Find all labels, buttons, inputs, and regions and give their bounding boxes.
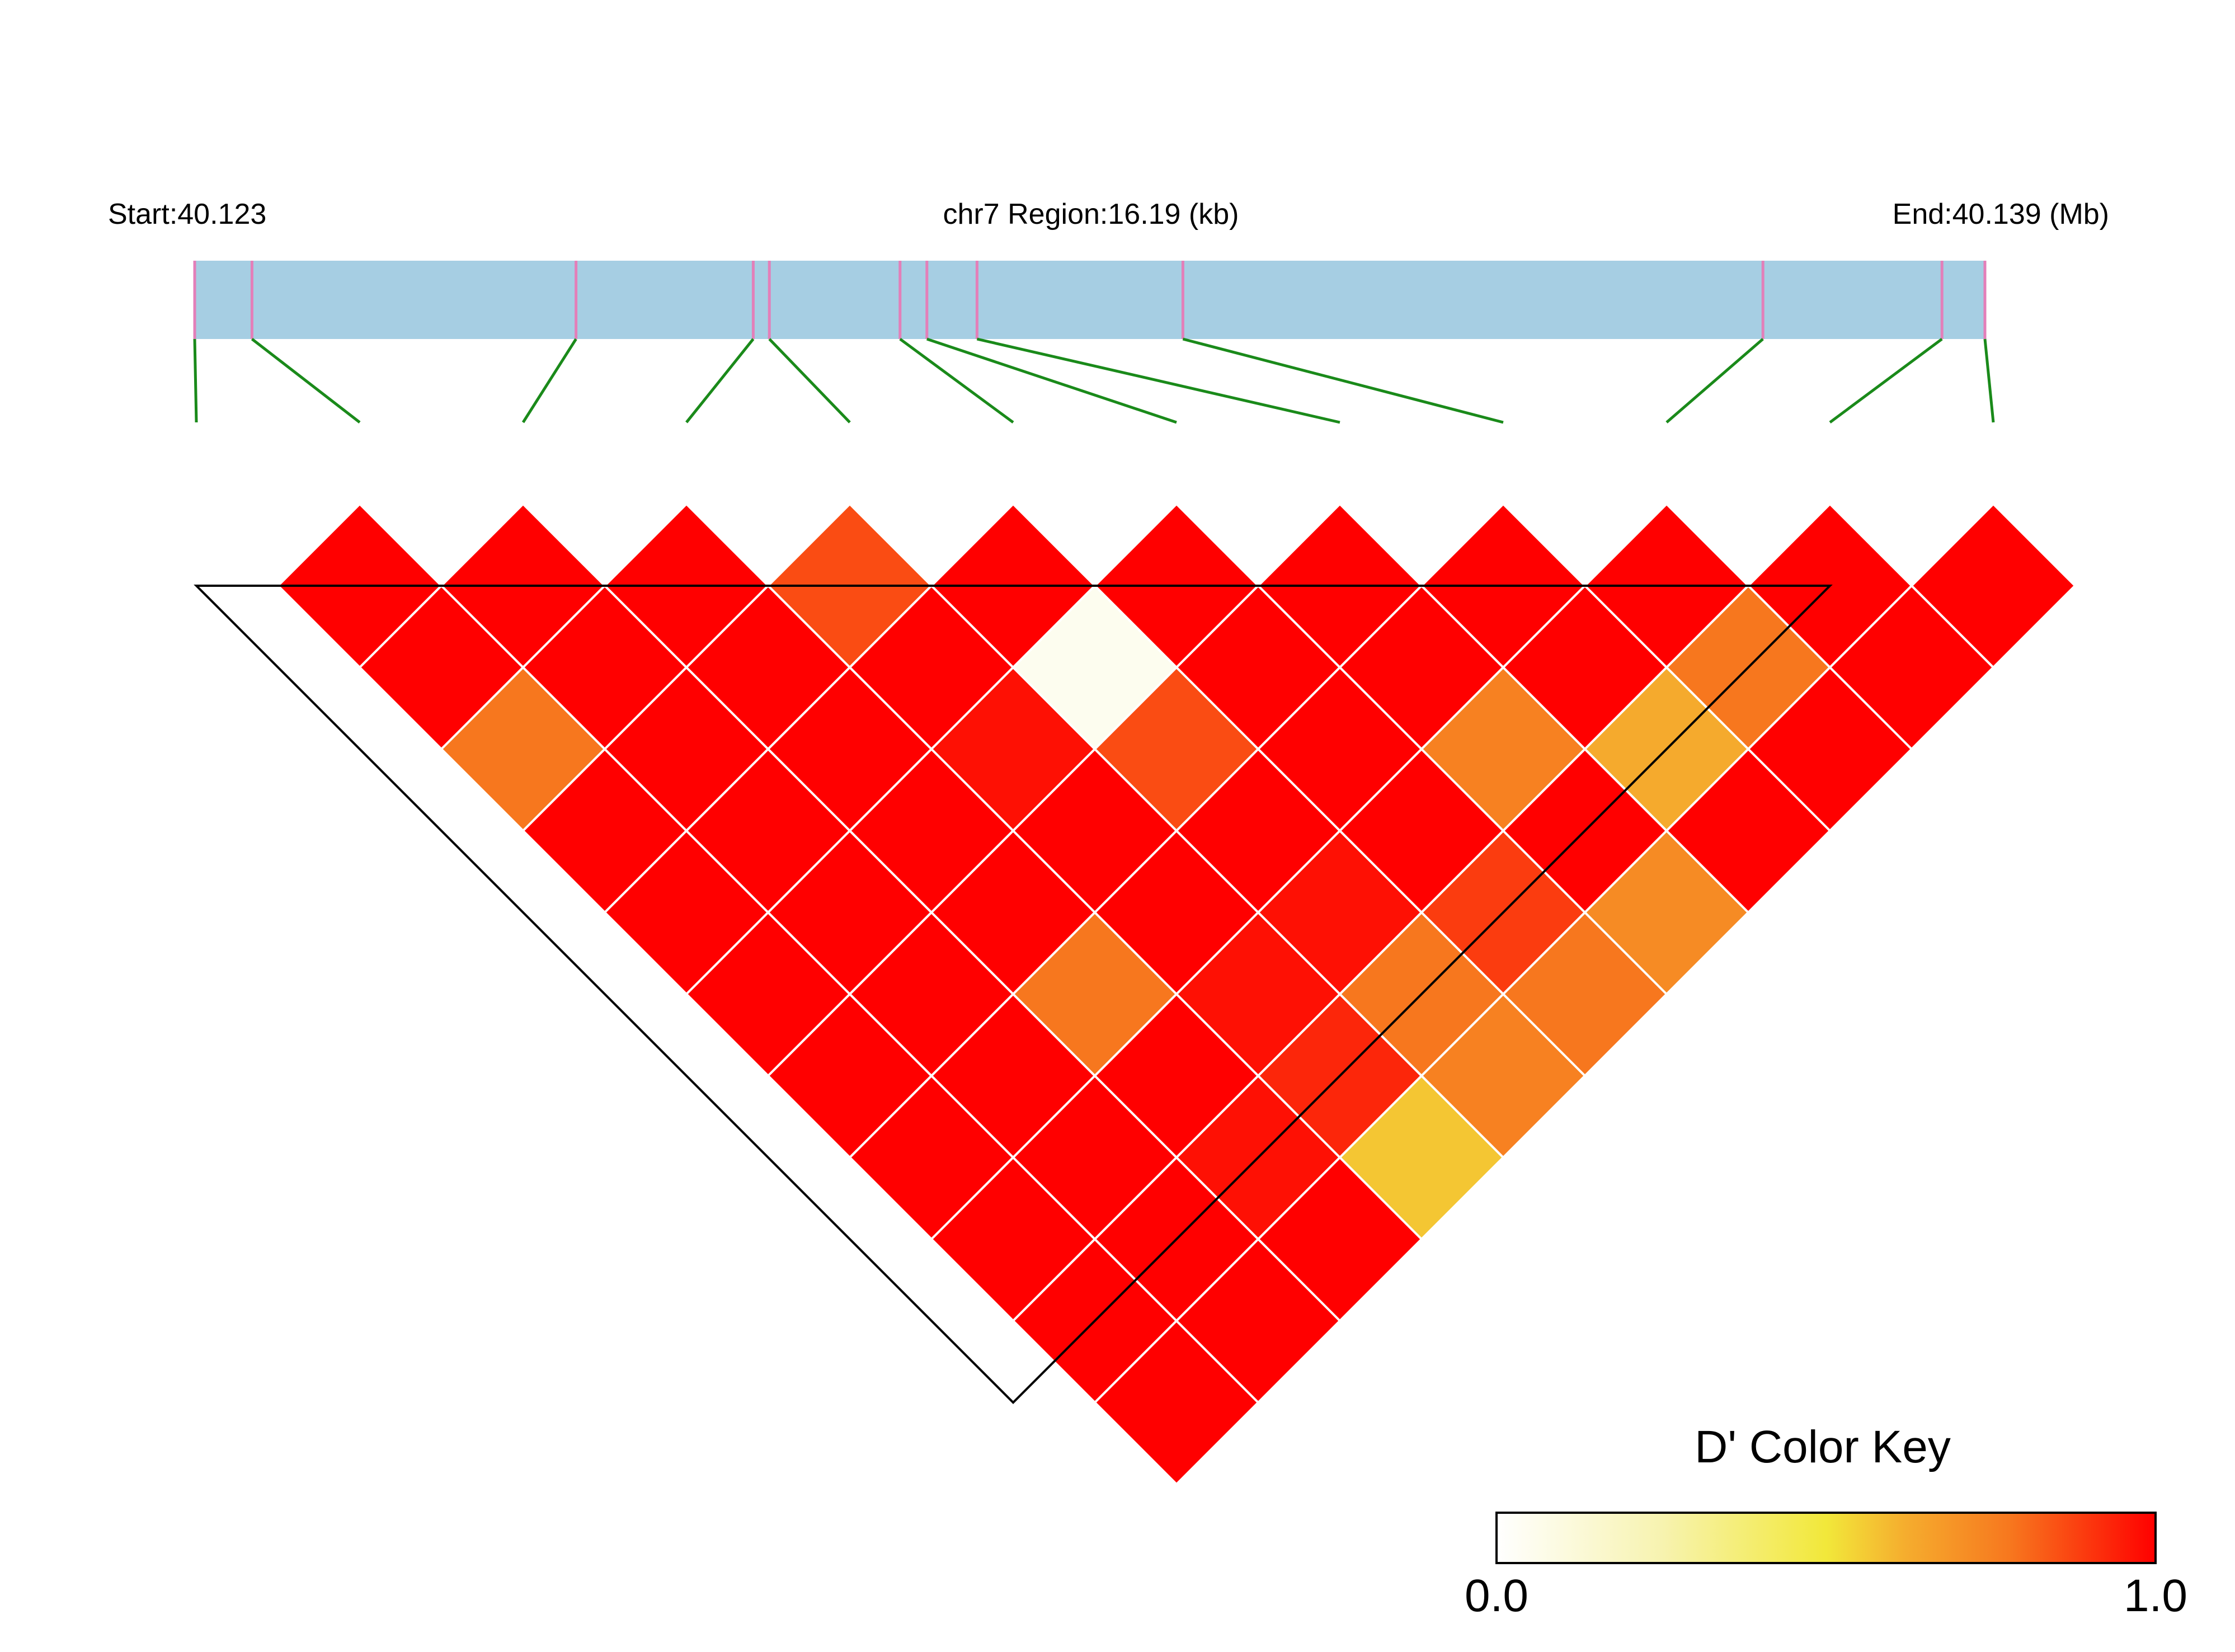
color-key-min-label: 0.0 bbox=[1465, 1570, 1528, 1621]
snp-connector-line bbox=[193, 338, 198, 423]
region-label: chr7 Region:16.19 (kb) bbox=[943, 198, 1239, 230]
snp-connector-line bbox=[521, 338, 577, 423]
snp-connector-line bbox=[1665, 338, 1764, 423]
ld-cell-group bbox=[276, 502, 2077, 1486]
snp-connector-line bbox=[1983, 338, 1995, 423]
snp-connector-group bbox=[193, 337, 1995, 424]
color-key-title: D' Color Key bbox=[1695, 1422, 1951, 1472]
ld-cell bbox=[1910, 502, 2077, 669]
start-label: Start:40.123 bbox=[108, 198, 266, 230]
region-track bbox=[195, 261, 1985, 339]
snp-connector-line bbox=[1182, 337, 1504, 424]
color-key-bar bbox=[1495, 1512, 2157, 1564]
snp-connector-line bbox=[685, 338, 755, 423]
end-label: End:40.139 (Mb) bbox=[1893, 198, 2109, 230]
snp-connector-line bbox=[768, 338, 851, 423]
snp-connector-line bbox=[1829, 337, 1943, 424]
snp-connector-line bbox=[251, 338, 361, 423]
snp-connector-line bbox=[976, 337, 1340, 424]
haplotype-block-outline bbox=[194, 585, 1833, 1404]
snp-connector-line bbox=[899, 337, 1014, 424]
snp-connector-line bbox=[926, 337, 1177, 424]
snp-tick-group bbox=[193, 261, 1987, 339]
color-key-max-label: 1.0 bbox=[2124, 1570, 2187, 1621]
